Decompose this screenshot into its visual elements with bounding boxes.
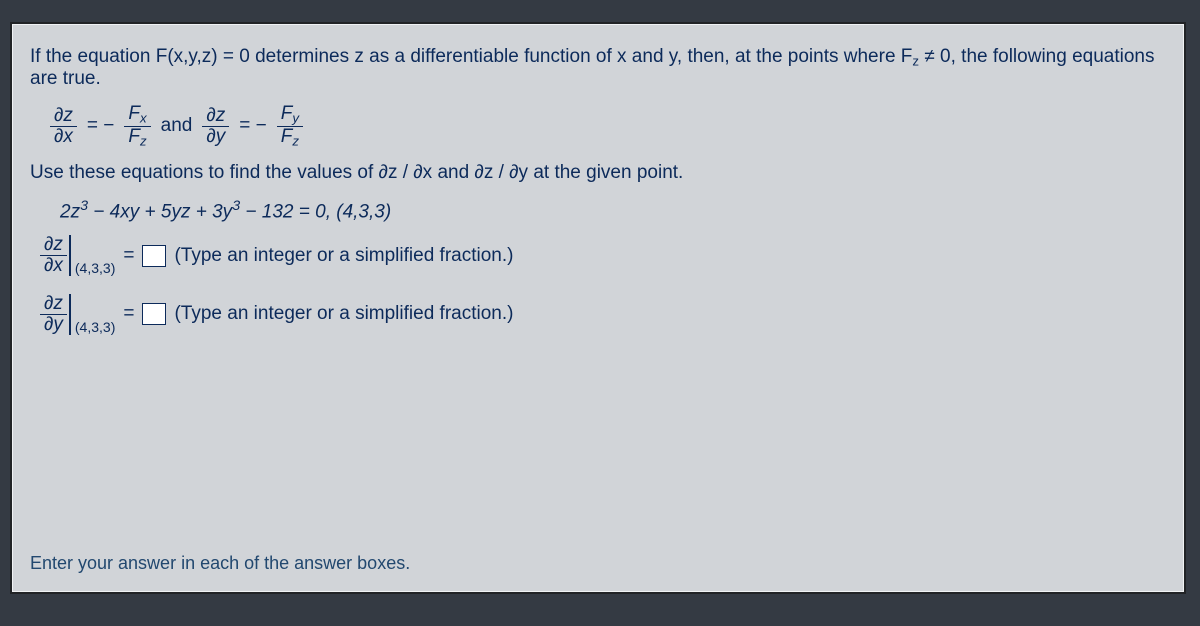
question-panel: If the equation F(x,y,z) = 0 determines … <box>10 22 1186 594</box>
equals-neg: = − <box>87 115 114 137</box>
eval-dzdx: ∂z ∂x (4,3,3) <box>40 235 115 276</box>
frac-num: ∂z <box>50 106 77 127</box>
eval-point2: (4,3,3) <box>69 294 115 335</box>
equals-neg2: = − <box>239 115 266 137</box>
formula-row: ∂z ∂x = − Fx Fz and ∂z ∂y = − Fy Fz <box>50 104 1166 148</box>
fy: Fy <box>277 104 303 126</box>
eval-dzdy: ∂z ∂y (4,3,3) <box>40 294 115 335</box>
frac-dzdy: ∂z ∂y <box>202 106 229 147</box>
frac-den2: ∂y <box>202 127 229 147</box>
intro-text: If the equation F(x,y,z) = 0 determines … <box>30 46 1166 90</box>
frac-den: ∂x <box>50 127 77 147</box>
equals-sign: = <box>123 245 134 267</box>
fx: Fx <box>124 104 150 126</box>
frac-dzdx: ∂z ∂x <box>50 106 77 147</box>
hint-dzdx: (Type an integer or a simplified fractio… <box>174 245 513 267</box>
and-text: and <box>161 115 193 137</box>
fz: Fz <box>124 127 150 148</box>
frac-fyfz: Fy Fz <box>277 104 303 148</box>
answer-row-dzdx: ∂z ∂x (4,3,3) = (Type an integer or a si… <box>40 235 1166 276</box>
intro-pre: If the equation F(x,y,z) = 0 determines … <box>30 46 912 67</box>
answer-input-dzdy[interactable] <box>142 303 166 325</box>
answer-input-dzdx[interactable] <box>142 245 166 267</box>
answer-row-dzdy: ∂z ∂y (4,3,3) = (Type an integer or a si… <box>40 294 1166 335</box>
hint-dzdy: (Type an integer or a simplified fractio… <box>174 303 513 325</box>
equation-text: 2z3 − 4xy + 5yz + 3y3 − 132 = 0, (4,3,3) <box>60 198 1166 223</box>
fz2: Fz <box>277 127 303 148</box>
frac-num2: ∂z <box>202 106 229 127</box>
eval-point1: (4,3,3) <box>69 235 115 276</box>
frac-fxfz: Fx Fz <box>124 104 150 148</box>
instruction-text: Use these equations to find the values o… <box>30 162 1166 184</box>
equals-sign2: = <box>123 303 134 325</box>
footer-text: Enter your answer in each of the answer … <box>30 553 410 574</box>
